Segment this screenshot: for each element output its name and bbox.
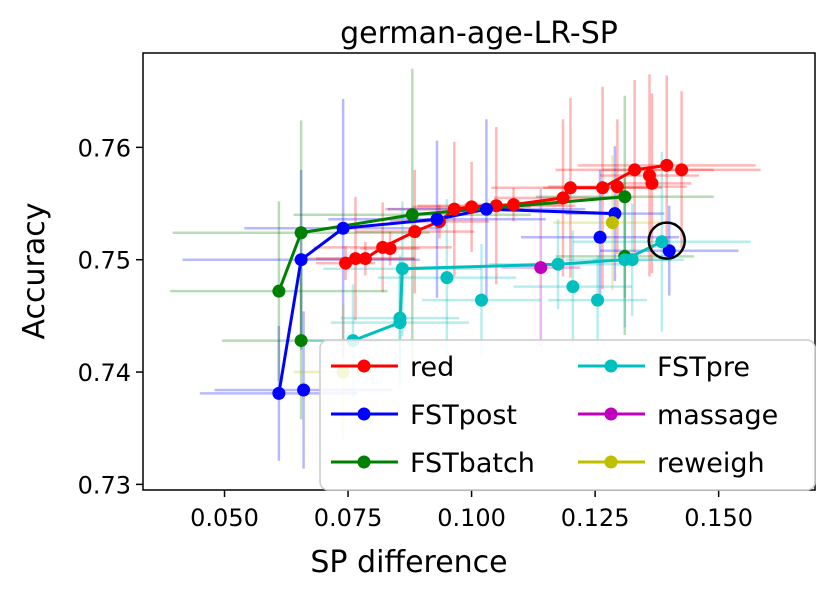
point-FSTpre: [625, 253, 639, 267]
y-axis-ticks: 0.73 0.74 0.75 0.76: [78, 134, 143, 499]
point-red: [348, 252, 362, 266]
x-tick-label: 0.050: [190, 504, 259, 532]
point-FSTpost: [336, 221, 350, 235]
point-red: [507, 198, 521, 212]
point-FSTpre: [440, 271, 454, 285]
x-axis-label: SP difference: [310, 545, 507, 580]
legend-marker-FSTbatch: [357, 455, 371, 469]
point-FSTpost: [294, 253, 308, 267]
point-FSTpost: [662, 244, 676, 258]
point-red: [383, 241, 397, 255]
legend-marker-FSTpre: [604, 359, 618, 373]
legend-label-massage: massage: [657, 400, 778, 431]
point-red: [563, 181, 577, 195]
highlight-circle: [647, 221, 687, 260]
point-FSTpost: [297, 383, 311, 397]
legend-marker-FSTpost: [357, 407, 371, 421]
point-red: [556, 191, 570, 205]
point-FSTpre: [591, 293, 605, 307]
legend-marker-massage: [604, 407, 618, 421]
series-line-FSTpost: [277, 207, 615, 394]
legend: red FSTpost FSTbatch FSTpre massage reweigh: [319, 339, 816, 491]
point-FSTbatch: [294, 334, 308, 348]
point-FSTpost: [593, 230, 607, 244]
x-axis-ticks: 0.050 0.075 0.100 0.125 0.150: [190, 490, 753, 532]
point-FSTpost: [479, 202, 493, 216]
point-FSTbatch: [618, 190, 632, 204]
point-FSTbatch: [272, 284, 286, 298]
point-FSTpre: [393, 311, 407, 325]
point-red: [675, 163, 689, 177]
y-tick-label: 0.74: [78, 359, 131, 387]
point-red: [660, 158, 674, 172]
legend-marker-red: [357, 359, 371, 373]
point-massage: [534, 261, 548, 275]
point-FSTpre: [566, 280, 580, 294]
point-red: [408, 225, 422, 239]
legend-box: [319, 339, 816, 491]
y-axis-label: Accuracy: [17, 203, 52, 340]
point-red: [339, 256, 353, 270]
point-red: [645, 176, 659, 190]
point-red: [610, 180, 624, 194]
x-tick-label: 0.125: [561, 504, 630, 532]
point-red: [489, 199, 503, 213]
point-red: [628, 163, 642, 177]
point-FSTpre: [395, 262, 409, 276]
point-FSTpre: [655, 235, 669, 249]
x-tick-label: 0.075: [314, 504, 383, 532]
y-tick-label: 0.73: [78, 471, 131, 499]
y-tick-label: 0.75: [78, 247, 131, 275]
y-tick-label: 0.76: [78, 134, 131, 162]
x-tick-label: 0.150: [684, 504, 753, 532]
point-red: [465, 200, 479, 214]
point-red: [596, 181, 610, 195]
legend-label-FSTpre: FSTpre: [657, 352, 750, 383]
point-FSTpost: [272, 386, 286, 400]
point-FSTpost: [430, 212, 444, 226]
legend-label-FSTpost: FSTpost: [410, 400, 517, 431]
point-FSTbatch: [294, 226, 308, 240]
point-red: [358, 252, 372, 266]
point-FSTpre: [474, 293, 488, 307]
point-red: [447, 202, 461, 216]
chart-title: german-age-LR-SP: [340, 16, 618, 51]
point-FSTbatch: [405, 208, 419, 222]
legend-label-reweigh: reweigh: [657, 448, 765, 479]
legend-label-FSTbatch: FSTbatch: [410, 448, 535, 479]
point-FSTpre: [551, 257, 565, 271]
point-reweigh: [605, 216, 619, 230]
legend-marker-reweigh: [604, 455, 618, 469]
legend-label-red: red: [410, 352, 454, 383]
x-tick-label: 0.100: [437, 504, 506, 532]
data-points: [272, 158, 689, 400]
